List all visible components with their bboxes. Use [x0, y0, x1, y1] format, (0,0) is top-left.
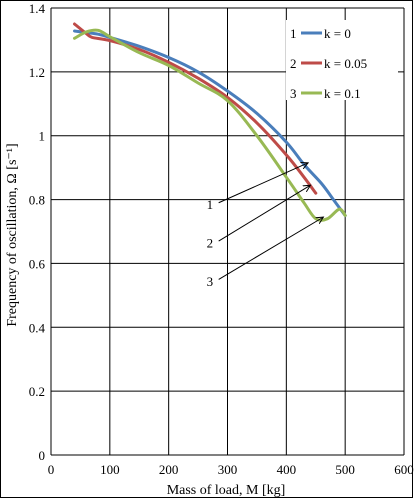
y-axis-label: Frequency of oscillation, Ω [s⁻¹] [5, 143, 20, 326]
legend-number-1: 1 [290, 26, 297, 41]
y-tick-label: 0 [39, 448, 46, 463]
y-tick-label: 0.8 [29, 193, 45, 208]
x-tick-label: 600 [394, 462, 414, 477]
legend-entry-3: k = 0.1 [324, 86, 361, 101]
legend: 1 k = 0 2 k = 0.05 3 k = 0.1 [286, 20, 398, 101]
series-line-1 [73, 29, 347, 217]
y-tick-label: 1 [39, 129, 46, 144]
y-tick-label: 0.4 [29, 320, 46, 335]
annotation-label-1: 1 [207, 197, 214, 212]
legend-entry-1: k = 0 [324, 26, 351, 41]
annotation-arrow-2 [218, 185, 311, 242]
axis-layer: 0 100 200 300 400 500 600 0 0.2 0.4 0.6 0.8 1 1.2 1.4 [29, 1, 414, 477]
annotation-layer: 1 2 3 [207, 163, 324, 289]
annotation-arrow-3 [218, 217, 324, 280]
series-line-2 [73, 22, 318, 195]
legend-number-3: 3 [290, 86, 297, 101]
y-tick-label: 1.4 [29, 1, 46, 16]
x-tick-label: 100 [100, 462, 120, 477]
annotation-label-2: 2 [207, 235, 214, 250]
legend-number-2: 2 [290, 56, 297, 71]
y-tick-label: 1.2 [29, 65, 45, 80]
y-tick-label: 0.2 [29, 384, 45, 399]
annotation-arrow-1 [218, 163, 308, 204]
x-tick-label: 300 [218, 462, 238, 477]
legend-entry-2: k = 0.05 [324, 56, 367, 71]
y-tick-label: 0.6 [29, 256, 46, 271]
x-tick-label: 500 [335, 462, 355, 477]
x-axis-label: Mass of load, M [kg] [167, 483, 286, 498]
x-tick-label: 0 [48, 462, 55, 477]
x-tick-label: 200 [159, 462, 179, 477]
x-tick-label: 400 [277, 462, 297, 477]
annotation-label-3: 3 [207, 274, 214, 289]
